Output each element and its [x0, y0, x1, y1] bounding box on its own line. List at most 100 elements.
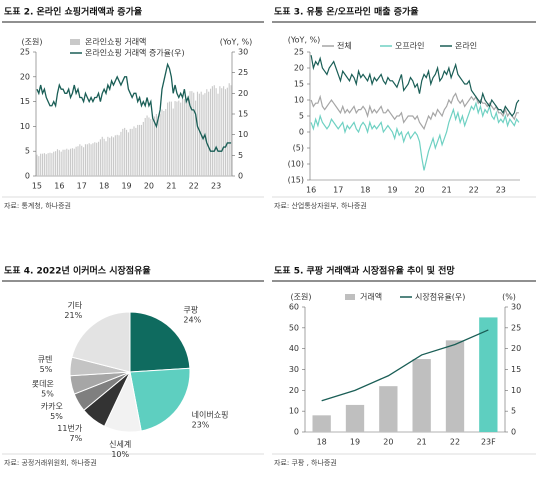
bar: [312, 415, 331, 432]
bar: [159, 113, 161, 176]
tick-label: 5: [299, 112, 304, 121]
bar: [55, 151, 57, 176]
bar: [209, 88, 212, 176]
bar: [148, 117, 150, 176]
bar: [36, 154, 38, 176]
tick-label: 10: [294, 96, 304, 105]
legend-label: 온라인: [455, 41, 477, 51]
bar: [223, 86, 225, 176]
axis-unit: (YoY, %): [220, 38, 253, 47]
bar: [217, 93, 219, 176]
tick-label: 0: [511, 428, 516, 437]
bar: [230, 85, 232, 176]
bar: [45, 154, 47, 176]
x-tick-label: 18: [360, 186, 370, 195]
slice-value: 24%: [183, 316, 201, 325]
bar: [116, 134, 118, 176]
slice-label: 쿠팡: [183, 305, 198, 315]
bar: [56, 149, 59, 176]
tick-label: 0: [25, 172, 30, 181]
tick-label: 5: [511, 407, 516, 416]
slice-label: 기타: [67, 301, 82, 310]
bar: [118, 135, 120, 176]
tick-label: 10: [289, 407, 299, 416]
bar: [41, 153, 44, 176]
bar: [180, 102, 182, 176]
bar: [86, 144, 88, 176]
chart-title: 도표 3. 유통 온/오프라인 매출 증가율: [274, 6, 419, 18]
bar: [139, 124, 141, 176]
bar: [198, 93, 200, 176]
bar: [157, 115, 159, 176]
bar: [90, 144, 92, 176]
bar: [124, 127, 126, 176]
bar: [211, 86, 213, 176]
bar: [68, 149, 70, 176]
bar: [178, 100, 180, 176]
tick-label: 20: [511, 344, 521, 353]
slice-value: 10%: [111, 450, 129, 459]
bar: [49, 152, 51, 176]
x-tick-label: 23: [211, 182, 221, 191]
bar: [92, 143, 94, 176]
line: [310, 101, 520, 171]
bar: [73, 148, 75, 176]
x-tick-label: 19: [121, 182, 131, 191]
bar: [187, 95, 189, 176]
bar: [53, 151, 55, 176]
slice-value: 23%: [192, 420, 210, 429]
bar: [66, 148, 68, 176]
legend-label: 거래액: [360, 292, 382, 302]
bar: [112, 137, 115, 176]
bar: [135, 127, 137, 176]
bar: [60, 151, 62, 176]
bar: [155, 114, 157, 176]
pie-slice: [71, 311, 131, 373]
bar: [144, 117, 146, 176]
chart-source: 자료: 공정거래위원회, 하나증권: [4, 458, 97, 467]
bar: [206, 89, 208, 176]
bar: [195, 100, 197, 176]
bar: [75, 146, 77, 176]
bar: [146, 115, 148, 176]
x-tick-label: 20: [414, 186, 424, 195]
bar: [101, 136, 103, 176]
legend-label: 오프라인: [395, 41, 424, 51]
tick-label: 0: [238, 172, 243, 181]
line: [310, 55, 520, 118]
axis-unit: (%): [502, 293, 516, 302]
tick-label: 5: [25, 147, 30, 156]
bar: [181, 98, 184, 176]
tick-label: 20: [289, 386, 299, 395]
tick-label: 0: [294, 428, 299, 437]
tick-label: 30: [238, 48, 248, 57]
legend-label: 시장점유율(우): [415, 292, 465, 302]
bar: [99, 139, 101, 176]
legend-label: 온라인쇼핑 거래액 증가율(우): [85, 48, 185, 58]
tick-label: 60: [289, 303, 299, 312]
bar: [38, 156, 40, 176]
slice-label: 신세계: [109, 439, 131, 449]
tick-label: 25: [20, 48, 30, 57]
x-tick-label: 18: [99, 182, 109, 191]
line: [36, 62, 232, 152]
x-tick-label: 21: [166, 182, 176, 191]
bar: [226, 87, 228, 176]
pie-slice: [129, 311, 191, 373]
legend-label: 온라인쇼핑 거래액: [85, 37, 146, 47]
slice-value: 21%: [64, 311, 82, 320]
bar: [152, 115, 154, 176]
bar: [208, 91, 210, 176]
slice-value: 5%: [50, 412, 63, 421]
bar: [202, 94, 204, 176]
bar: [88, 143, 90, 176]
tick-label: (15): [288, 176, 304, 185]
bar: [168, 101, 171, 176]
bar: [142, 121, 144, 176]
bar: [83, 147, 85, 176]
bar: [69, 148, 72, 176]
axis-unit: (조원): [22, 38, 43, 47]
bar: [64, 149, 66, 176]
slice-label: 큐텐: [38, 354, 53, 364]
bar: [114, 135, 116, 176]
